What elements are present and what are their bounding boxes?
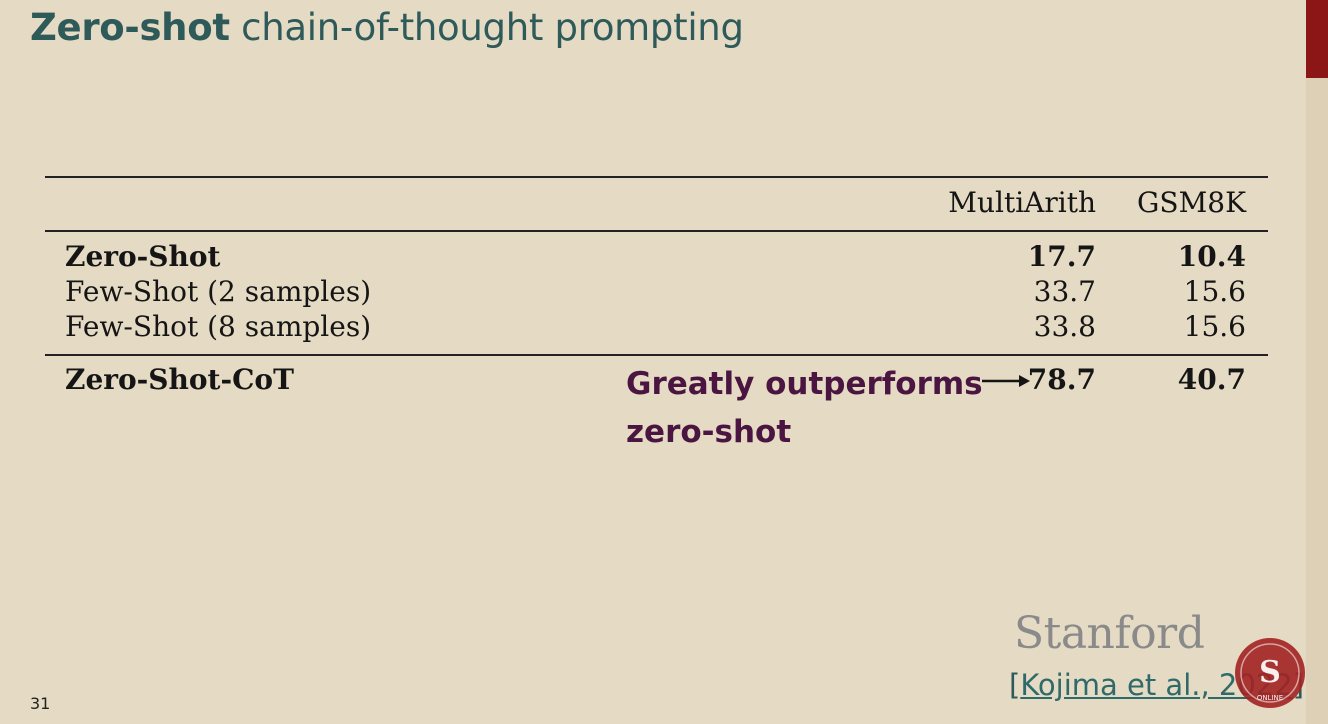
cell-gsm8k: 40.7 bbox=[1177, 363, 1246, 396]
stanford-online-badge-icon: S ONLINE bbox=[1235, 638, 1305, 708]
corner-accent-bar bbox=[1306, 0, 1328, 78]
cell-multiarith: 78.7 bbox=[1027, 363, 1096, 396]
row-label: Few-Shot (8 samples) bbox=[65, 310, 372, 343]
callout-annotation: Greatly outperforms zero-shot bbox=[626, 360, 983, 456]
slide-edge bbox=[1306, 78, 1328, 724]
cell-multiarith: 17.7 bbox=[1027, 240, 1096, 273]
right-arrow-icon bbox=[982, 375, 1030, 387]
table-header-rule bbox=[45, 230, 1268, 232]
column-header-multiarith: MultiArith bbox=[948, 186, 1096, 219]
table-top-rule bbox=[45, 176, 1268, 178]
table-divider-rule bbox=[45, 354, 1268, 356]
callout-line-1: Greatly outperforms bbox=[626, 366, 983, 402]
badge-text: ONLINE bbox=[1257, 694, 1283, 702]
badge-letter: S bbox=[1259, 655, 1281, 690]
cell-gsm8k: 15.6 bbox=[1183, 310, 1246, 343]
page-number: 31 bbox=[30, 694, 51, 713]
title-bold: Zero-shot bbox=[30, 6, 230, 49]
column-header-gsm8k: GSM8K bbox=[1137, 186, 1246, 219]
cell-multiarith: 33.7 bbox=[1033, 275, 1096, 308]
stanford-wordmark: Stanford bbox=[1014, 608, 1205, 659]
cell-gsm8k: 15.6 bbox=[1183, 275, 1246, 308]
row-label: Zero-Shot bbox=[65, 240, 221, 273]
row-label: Zero-Shot-CoT bbox=[65, 363, 294, 396]
row-label: Few-Shot (2 samples) bbox=[65, 275, 372, 308]
cell-gsm8k: 10.4 bbox=[1177, 240, 1246, 273]
title-rest: chain-of-thought prompting bbox=[229, 6, 744, 49]
callout-line-2: zero-shot bbox=[626, 414, 792, 450]
slide-title: Zero-shot chain-of-thought prompting bbox=[30, 6, 744, 49]
citation-open-bracket: [ bbox=[1009, 668, 1021, 702]
cell-multiarith: 33.8 bbox=[1033, 310, 1096, 343]
